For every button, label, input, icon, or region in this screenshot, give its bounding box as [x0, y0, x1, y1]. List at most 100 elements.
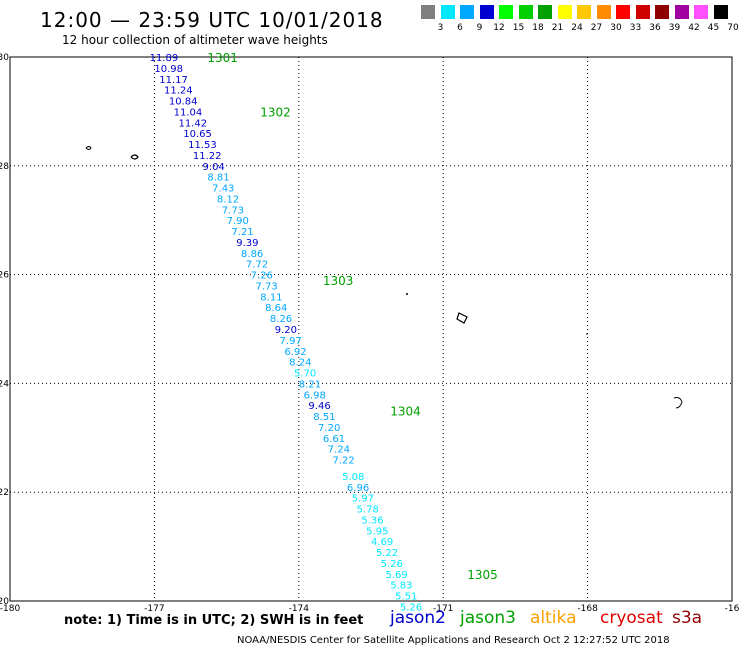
legend-swatch: [460, 5, 474, 19]
x-tick-label: -177: [144, 604, 164, 614]
swh-value: 5.36: [361, 515, 383, 526]
legend-label: 9: [476, 23, 483, 33]
swh-value: 6.92: [284, 347, 306, 358]
swh-value: 11.17: [159, 75, 188, 86]
swh-value: 7.90: [227, 216, 249, 227]
y-tick-label: 30: [0, 53, 9, 63]
swh-value: 5.70: [294, 369, 316, 380]
swh-value: 5.95: [366, 526, 388, 537]
swh-value: 5.78: [357, 505, 379, 516]
swh-value: 6.98: [304, 390, 326, 401]
legend-label: 3: [437, 23, 444, 33]
legend-label: 6: [457, 23, 463, 33]
legend-label: 30: [610, 23, 622, 33]
island-outline: [130, 154, 139, 160]
swh-value: 11.04: [174, 107, 203, 118]
island-outline: [456, 312, 468, 324]
legend-label: 70: [727, 23, 739, 33]
swh-value: 7.73: [222, 205, 244, 216]
legend-swatch: [440, 5, 455, 19]
satellite-name: jason3: [460, 608, 516, 628]
swh-value: 5.97: [352, 494, 374, 505]
y-tick-label: 22: [0, 488, 9, 498]
swh-value: 7.73: [255, 281, 277, 292]
legend-label: 24: [571, 23, 583, 33]
island-dot: [406, 293, 408, 295]
legend-swatch: [674, 5, 689, 19]
swh-value: 5.51: [395, 592, 417, 603]
map-subtitle: 12 hour collection of altimeter wave hei…: [62, 33, 328, 47]
swh-value: 11.53: [188, 140, 217, 151]
legend-swatch: [616, 5, 630, 19]
map-title: 12:00 — 23:59 UTC 10/01/2018: [40, 8, 384, 32]
satellite-name: cryosat: [600, 608, 663, 628]
swh-value: 8.21: [299, 379, 321, 390]
island-outline: [673, 397, 683, 409]
swh-value: 7.26: [251, 271, 273, 282]
legend-swatch: [596, 5, 611, 19]
legend-swatch: [557, 5, 572, 19]
swh-value: 6.96: [347, 483, 369, 494]
swh-value: 8.24: [289, 358, 311, 369]
orbit-label: 1301: [207, 51, 238, 65]
swh-value: 7.21: [231, 227, 253, 238]
swh-value: 8.12: [217, 194, 239, 205]
legend-swatch: [479, 5, 494, 19]
orbit-label: 1304: [390, 405, 421, 419]
swh-value: 5.26: [400, 602, 422, 613]
y-tick-label: 24: [0, 379, 9, 389]
y-tick-label: 26: [0, 271, 9, 281]
legend-swatch: [713, 5, 728, 19]
orbit-label: 1302: [260, 105, 291, 119]
legend-label: 15: [512, 23, 525, 33]
swh-value: 4.69: [371, 537, 393, 548]
swh-value: 11.42: [178, 118, 207, 129]
x-tick-label: -171: [433, 604, 453, 614]
legend-label: 33: [629, 23, 642, 33]
legend-label: 21: [551, 23, 564, 33]
swh-value: 7.22: [332, 456, 354, 467]
swh-value: 7.20: [318, 423, 340, 434]
legend-swatch: [421, 5, 435, 19]
swh-value: 10.98: [154, 64, 183, 75]
x-tick-label: -16: [725, 604, 740, 614]
legend-label: 18: [532, 23, 544, 33]
swh-value: 5.69: [385, 570, 407, 581]
legend-label: 36: [649, 23, 661, 33]
legend-label: 12: [493, 23, 505, 33]
legend-label: 45: [707, 23, 720, 33]
satellite-name: jason2: [390, 608, 446, 628]
legend-swatch: [518, 5, 533, 19]
swh-value: 7.24: [328, 445, 350, 456]
swh-value: 5.08: [342, 472, 364, 483]
swh-value: 9.46: [308, 401, 330, 412]
swh-value: 7.72: [246, 260, 268, 271]
orbit-label: 1303: [323, 274, 354, 288]
credit-line: NOAA/NESDIS Center for Satellite Applica…: [237, 635, 670, 646]
swh-value: 7.43: [212, 184, 234, 195]
swh-value: 8.11: [260, 292, 282, 303]
swh-value: 11.89: [150, 53, 179, 64]
x-tick-label: -168: [577, 604, 598, 614]
swh-value: 8.81: [207, 173, 229, 184]
swh-value: 5.83: [390, 581, 412, 592]
legend-swatch: [655, 5, 669, 19]
orbit-label: 1305: [467, 568, 498, 582]
legend-label: 27: [590, 23, 603, 33]
swh-value: 6.61: [323, 434, 345, 445]
legend-swatch: [499, 5, 513, 19]
swh-value: 7.97: [280, 336, 302, 347]
swh-value: 8.64: [265, 303, 287, 314]
swh-value: 9.04: [203, 162, 225, 173]
legend-label: 39: [668, 23, 681, 33]
swh-value: 9.39: [236, 238, 258, 249]
satellite-name: s3a: [672, 608, 703, 628]
swh-value: 5.22: [376, 548, 398, 559]
legend-label: 42: [688, 23, 700, 33]
legend-swatch: [577, 5, 591, 19]
satellite-name: altika: [530, 608, 577, 628]
swh-value: 11.22: [193, 151, 222, 162]
island-dot: [586, 333, 588, 335]
swh-value: 5.26: [381, 559, 403, 570]
